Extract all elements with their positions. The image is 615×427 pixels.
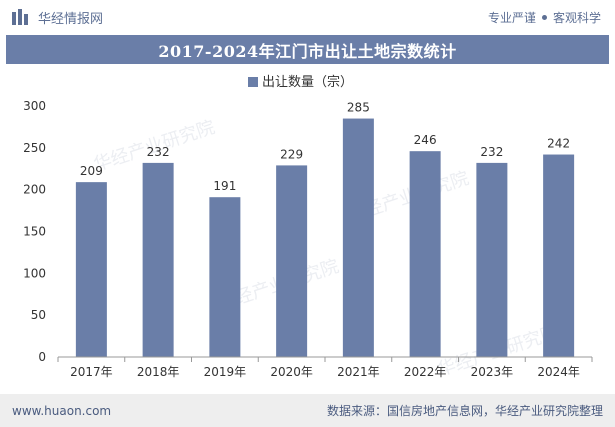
bar-value-label: 242 <box>547 137 570 151</box>
legend-swatch <box>248 77 258 87</box>
y-tick-label: 250 <box>23 141 46 155</box>
bar-chart: 华经产业研究院华经产业研究院华经产业研究院华经产业研究院 出让数量（宗） 050… <box>23 74 593 381</box>
x-tick-label: 2017年 <box>70 365 113 379</box>
y-tick-label: 150 <box>23 225 46 239</box>
y-axis: 0 50 100 150 200 250 300 <box>23 99 46 364</box>
bar <box>142 162 174 357</box>
bar <box>543 154 575 357</box>
chart-title-bar: 2017-2024年江门市出让土地宗数统计 <box>6 35 609 64</box>
bar-value-label: 246 <box>414 133 437 147</box>
x-tick-label: 2019年 <box>204 365 247 379</box>
bar <box>209 197 241 357</box>
tagline-left: 专业严谨 <box>487 10 536 25</box>
brand-logo-icon <box>12 9 28 25</box>
footer: www.huaon.com 数据来源：国信房地产信息网，华经产业研究院整理 <box>0 394 615 427</box>
bar-value-label: 191 <box>213 179 236 193</box>
x-tick-label: 2023年 <box>471 365 514 379</box>
bar <box>276 165 308 357</box>
y-tick-label: 50 <box>31 308 46 322</box>
x-tick-label: 2024年 <box>537 365 580 379</box>
legend: 出让数量（宗） <box>248 74 353 90</box>
x-tick-label: 2022年 <box>404 365 447 379</box>
chart-title: 2017-2024年江门市出让土地宗数统计 <box>158 41 457 61</box>
x-tick-label: 2020年 <box>270 365 313 379</box>
y-tick-label: 300 <box>23 99 46 113</box>
brand: 华经情报网 <box>12 8 103 27</box>
y-tick-label: 200 <box>23 183 46 197</box>
bar-value-label: 232 <box>480 145 503 159</box>
tagline-dot-icon <box>541 14 547 20</box>
footer-source: 数据来源：国信房地产信息网，华经产业研究院整理 <box>326 404 603 418</box>
legend-label: 出让数量（宗） <box>262 74 353 90</box>
bar-value-label: 285 <box>347 101 370 115</box>
bar <box>476 162 508 357</box>
bar <box>409 151 441 357</box>
y-tick-label: 0 <box>38 350 46 364</box>
tagline-right: 客观科学 <box>552 10 601 25</box>
x-tick-label: 2018年 <box>137 365 180 379</box>
bar <box>342 118 374 357</box>
x-tick-label: 2021年 <box>337 365 380 379</box>
bars-layer: 209 232 191 229 285 246 232 242 <box>75 101 575 357</box>
x-axis: 2017年 2018年 2019年 2020年 2021年 2022年 2023年 2024年 <box>57 356 593 379</box>
bar-value-label: 209 <box>80 164 103 178</box>
bar <box>75 182 107 357</box>
brand-name: 华经情报网 <box>38 11 104 27</box>
footer-website: www.huaon.com <box>12 403 112 418</box>
y-tick-label: 100 <box>23 266 46 280</box>
bar-value-label: 232 <box>147 145 170 159</box>
bar-value-label: 229 <box>280 147 303 161</box>
tagline: 专业严谨 客观科学 <box>488 9 601 26</box>
top-bar: 华经情报网 专业严谨 客观科学 <box>0 0 615 34</box>
